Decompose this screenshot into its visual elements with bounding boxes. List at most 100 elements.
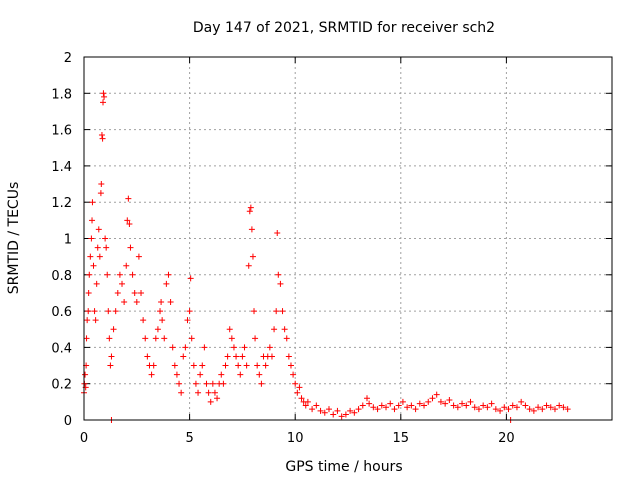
data-point	[205, 389, 212, 396]
data-point	[98, 132, 105, 139]
data-point	[167, 299, 174, 306]
data-point	[446, 397, 453, 404]
data-point	[169, 344, 176, 351]
data-point	[277, 280, 284, 287]
data-point	[152, 335, 159, 342]
plot-frame	[83, 56, 613, 421]
data-point	[378, 402, 385, 409]
data-point	[100, 90, 107, 97]
data-point	[547, 404, 554, 411]
data-point	[101, 93, 108, 100]
data-point	[459, 400, 466, 407]
data-point	[209, 380, 216, 387]
data-point	[131, 289, 138, 296]
data-point	[450, 402, 457, 409]
data-point	[425, 398, 432, 405]
data-point	[99, 135, 106, 142]
data-point	[178, 389, 185, 396]
y-tick-label: 1.4	[51, 160, 72, 175]
data-point	[186, 308, 193, 315]
data-point	[325, 406, 332, 413]
grid	[84, 57, 612, 420]
x-tick-label: 5	[185, 431, 193, 446]
data-point	[116, 271, 123, 278]
data-point	[338, 413, 345, 420]
data-point	[243, 362, 250, 369]
data-point	[292, 380, 299, 387]
data-point	[144, 353, 151, 360]
data-point	[86, 271, 93, 278]
data-point	[251, 308, 258, 315]
data-points	[81, 90, 571, 423]
data-point	[195, 389, 202, 396]
data-point	[180, 353, 187, 360]
data-point	[471, 404, 478, 411]
data-point	[112, 308, 119, 315]
data-point	[347, 407, 354, 414]
data-point	[230, 344, 237, 351]
data-point	[135, 253, 142, 260]
data-point	[355, 406, 362, 413]
data-point	[454, 404, 461, 411]
data-point	[395, 402, 402, 409]
data-point	[522, 402, 529, 409]
data-point	[290, 371, 297, 378]
x-tick-label: 15	[393, 431, 410, 446]
y-tick-label: 1.6	[51, 124, 72, 139]
data-point	[274, 230, 281, 237]
data-point	[281, 326, 288, 333]
data-point	[199, 362, 206, 369]
data-point	[249, 253, 256, 260]
data-point	[505, 406, 512, 413]
data-point	[429, 395, 436, 402]
data-point	[165, 271, 172, 278]
data-point	[258, 380, 265, 387]
data-point	[366, 400, 373, 407]
data-point	[237, 371, 244, 378]
data-point	[94, 244, 101, 251]
data-point	[138, 289, 145, 296]
data-point	[106, 335, 113, 342]
data-point	[190, 362, 197, 369]
data-point	[83, 335, 90, 342]
data-point	[87, 253, 94, 260]
data-point	[526, 406, 533, 413]
data-point	[564, 406, 571, 413]
data-point	[359, 402, 366, 409]
data-point	[182, 344, 189, 351]
data-point	[513, 404, 520, 411]
data-point	[416, 400, 423, 407]
data-point	[88, 235, 95, 242]
data-point	[82, 371, 89, 378]
data-point	[85, 289, 92, 296]
data-point	[387, 400, 394, 407]
y-tick-label: 0.4	[51, 341, 72, 356]
data-point	[214, 395, 221, 402]
data-point	[279, 308, 286, 315]
data-point	[285, 353, 292, 360]
data-point	[197, 371, 204, 378]
data-point	[89, 199, 96, 206]
data-point	[218, 371, 225, 378]
data-point	[85, 308, 92, 315]
data-point	[266, 344, 273, 351]
x-tick-label: 0	[80, 431, 88, 446]
data-point	[509, 402, 516, 409]
data-point	[294, 389, 301, 396]
axis-ticks: 0 5 10 15 20 0 0.2 0.4 0.6 0.8 1 1.2 1.4 1.6 1.8 2	[51, 51, 612, 446]
data-point	[158, 299, 165, 306]
data-point	[89, 217, 96, 224]
data-point	[271, 326, 278, 333]
data-point	[275, 271, 282, 278]
y-tick-label: 0.2	[51, 378, 72, 393]
data-point	[560, 404, 567, 411]
data-point	[273, 308, 280, 315]
data-point	[192, 380, 199, 387]
data-point	[133, 299, 140, 306]
data-point	[551, 406, 558, 413]
data-point	[296, 384, 303, 391]
y-tick-label: 2	[64, 51, 72, 66]
data-point	[463, 402, 470, 409]
data-point	[224, 353, 231, 360]
data-point	[475, 406, 482, 413]
